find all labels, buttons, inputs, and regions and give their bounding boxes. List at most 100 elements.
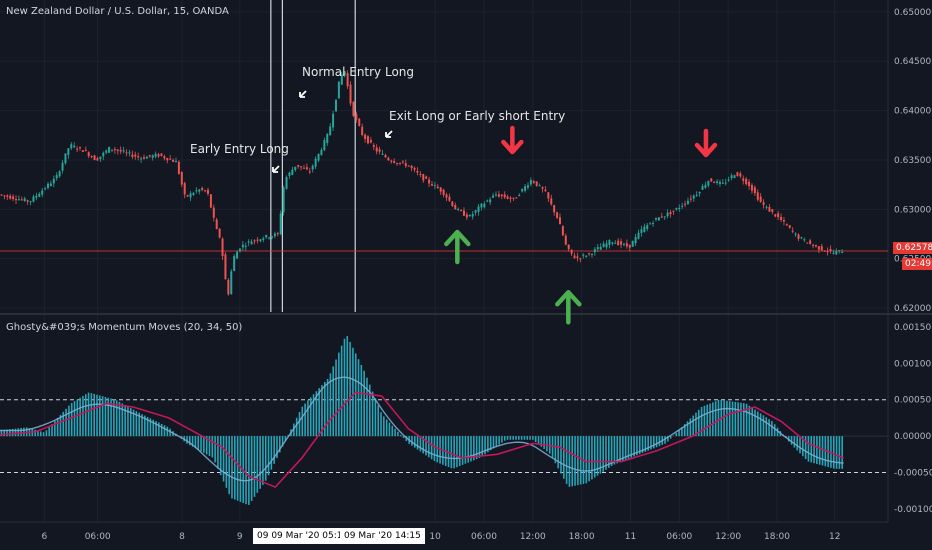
price-tick-label: 0.64000 [894, 107, 931, 117]
candle-body [558, 217, 561, 225]
price-tick-label: 0.63500 [894, 156, 931, 166]
candle-body [253, 240, 256, 242]
candle-body [174, 160, 177, 163]
candle-body [410, 165, 413, 169]
candle-body [794, 233, 797, 235]
candle-body [366, 136, 369, 144]
candle-body [38, 193, 41, 197]
candle-body [44, 188, 47, 190]
candle-body [701, 186, 704, 190]
candle-body [812, 244, 815, 246]
candle-body [215, 219, 218, 229]
candle-body [265, 234, 268, 238]
candle-body [163, 156, 166, 159]
candle-body [224, 254, 227, 280]
candle-body [416, 170, 419, 173]
candle-body [605, 243, 608, 248]
up-arrow-icon [444, 229, 471, 265]
candle-body [538, 185, 541, 187]
candle-body [17, 199, 20, 201]
candle-body [518, 195, 521, 197]
candle-body [713, 182, 716, 184]
candle-body [160, 153, 163, 156]
candle-body [704, 184, 707, 188]
candle-body [730, 175, 733, 179]
candle-body [81, 150, 84, 152]
candle-body [355, 113, 358, 120]
candle-body [259, 239, 262, 242]
candle-body [166, 158, 169, 161]
candle-body [250, 241, 253, 245]
price-tick-label: 0.62000 [894, 304, 931, 314]
candle-body [169, 158, 172, 160]
indicator-tick-label: -0.00100 [894, 505, 932, 515]
candle-body [593, 249, 596, 253]
candle-body [608, 240, 611, 245]
candle-body [681, 205, 684, 207]
candle-body [238, 248, 241, 252]
candle-body [442, 189, 445, 195]
candle-body [0, 194, 3, 196]
candle-body [297, 164, 300, 167]
candle-body [125, 152, 128, 154]
candle-body [14, 199, 17, 201]
candle-body [817, 246, 820, 250]
candle-body [87, 152, 90, 157]
time-tick-label: 12:00 [715, 532, 741, 542]
candle-body [666, 212, 669, 217]
candle-body [3, 195, 6, 197]
candle-body [532, 181, 535, 183]
annotation-exit-long: Exit Long or Early short Entry [389, 109, 566, 123]
candle-body [797, 234, 800, 239]
down-arrow-icon [501, 125, 524, 155]
candle-body [646, 225, 649, 229]
candle-body [375, 147, 378, 152]
indicator-tick-label: -0.00050 [894, 469, 932, 479]
candle-body [46, 183, 49, 188]
candle-body [137, 156, 140, 158]
candle-body [230, 271, 233, 294]
candle-body [343, 71, 346, 76]
candle-body [273, 233, 276, 237]
candle-body [105, 150, 108, 153]
candle-body [337, 81, 340, 99]
price-tag: 0.62578 [893, 242, 932, 254]
candle-body [428, 179, 431, 184]
candle-body [457, 208, 460, 210]
candle-body [541, 187, 544, 189]
indicator-title: Ghosty&#039;s Momentum Moves (20, 34, 50… [6, 322, 243, 333]
pointer-arrow-icon [385, 130, 393, 138]
candle-body [806, 242, 809, 244]
candle-body [430, 184, 433, 186]
candle-body [663, 216, 666, 218]
candle-body [620, 241, 623, 245]
candle-body [378, 149, 381, 152]
candle-body [823, 250, 826, 252]
candle-body [268, 237, 271, 239]
pointer-arrow-icon [272, 165, 280, 173]
candle-body [826, 251, 829, 253]
candle-body [209, 194, 212, 208]
down-arrow-icon [694, 128, 718, 158]
candle-body [32, 196, 35, 202]
indicator-tick-label: 0.00100 [894, 359, 931, 369]
candle-body [20, 199, 23, 201]
candle-body [145, 156, 148, 159]
candle-body [698, 192, 701, 194]
candle-body [241, 244, 244, 248]
candle-body [247, 241, 250, 243]
candle-body [765, 206, 768, 208]
candle-body [643, 226, 646, 232]
candle-body [617, 240, 620, 245]
candle-body [835, 251, 838, 255]
candle-body [660, 216, 663, 218]
candle-body [657, 217, 660, 221]
candle-body [611, 242, 614, 244]
candles-group [0, 70, 844, 296]
candle-body [462, 210, 465, 216]
candle-body [183, 183, 186, 195]
candle-body [131, 154, 134, 157]
candle-body [320, 149, 323, 155]
candle-body [695, 194, 698, 196]
